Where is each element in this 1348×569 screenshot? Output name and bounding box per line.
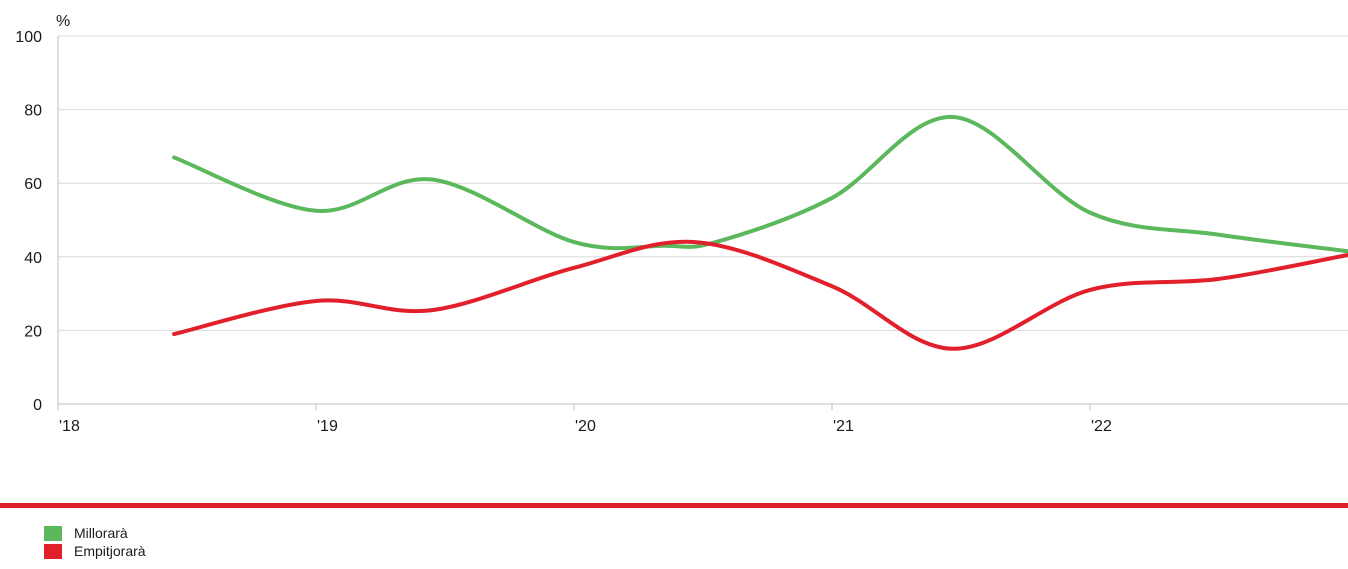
y-tick-label-40: 40 <box>24 250 42 267</box>
x-tick-label-3: '21 <box>833 418 854 435</box>
series-line-0 <box>172 114 1348 254</box>
legend-swatch-empitjorara <box>44 543 62 559</box>
line-chart: 0 20 40 60 80 100 '18 '19 '20 '21 '22 % <box>15 13 1348 435</box>
y-tick-label-60: 60 <box>24 176 42 193</box>
x-tick-label-2: '20 <box>575 418 596 435</box>
legend-label-millorara: Millorarà <box>74 525 128 541</box>
axes <box>57 36 1348 405</box>
x-tick-label-0: '18 <box>59 418 80 435</box>
y-tick-label-20: 20 <box>24 323 42 340</box>
legend: Millorarà Empitjorarà <box>44 524 146 560</box>
legend-label-empitjorara: Empitjorarà <box>74 543 146 559</box>
y-tick-label-0: 0 <box>33 397 42 414</box>
y-tick-label-80: 80 <box>24 103 42 120</box>
y-axis-ticks: 0 20 40 60 80 100 <box>15 29 42 414</box>
y-tick-label-100: 100 <box>15 29 42 46</box>
series-line-1 <box>172 239 1348 351</box>
y-unit-label: % <box>56 13 70 30</box>
series-layer <box>172 114 1348 351</box>
legend-item-empitjorara: Empitjorarà <box>44 542 146 560</box>
x-tick-label-4: '22 <box>1091 418 1112 435</box>
gridlines <box>58 35 1348 331</box>
section-divider <box>0 503 1348 508</box>
x-axis-ticks: '18 '19 '20 '21 '22 <box>57 404 1112 435</box>
legend-item-millorara: Millorarà <box>44 524 146 542</box>
legend-swatch-millorara <box>44 525 62 541</box>
x-tick-label-1: '19 <box>317 418 338 435</box>
